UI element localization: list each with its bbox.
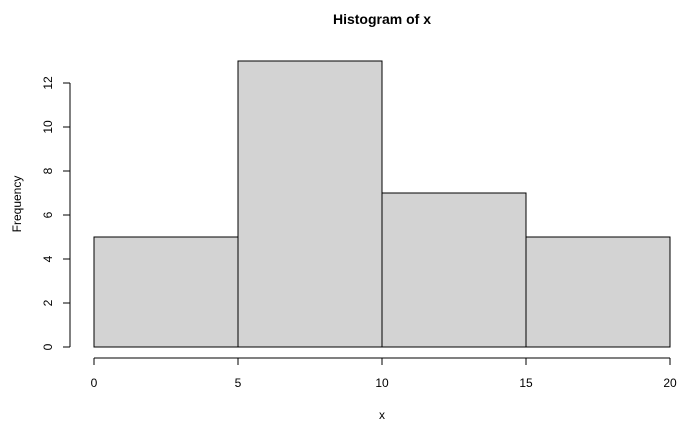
y-tick-label: 6 <box>41 211 55 218</box>
y-axis-label: Frequency <box>10 176 24 233</box>
histogram-bar <box>381 192 527 348</box>
histogram-bar <box>93 236 239 348</box>
y-tick-label: 12 <box>41 76 55 90</box>
x-axis-label: x <box>379 408 385 422</box>
y-tick-label: 8 <box>41 167 55 174</box>
histogram-bar <box>237 60 383 348</box>
y-tick-label: 0 <box>41 343 55 350</box>
x-tick-label: 15 <box>519 376 533 390</box>
x-axis: 0 5 10 15 20 <box>91 357 677 390</box>
chart-title: Histogram of x <box>333 11 431 27</box>
histogram-bar <box>525 236 671 348</box>
x-tick-label: 20 <box>663 376 677 390</box>
x-tick-label: 10 <box>375 376 389 390</box>
y-tick-label: 4 <box>41 255 55 262</box>
bar-group <box>93 60 671 348</box>
y-axis: 0 2 4 6 8 10 12 <box>41 76 71 350</box>
y-tick-label: 10 <box>41 120 55 134</box>
y-tick-label: 2 <box>41 299 55 306</box>
x-tick-label: 0 <box>91 376 98 390</box>
x-tick-label: 5 <box>235 376 242 390</box>
